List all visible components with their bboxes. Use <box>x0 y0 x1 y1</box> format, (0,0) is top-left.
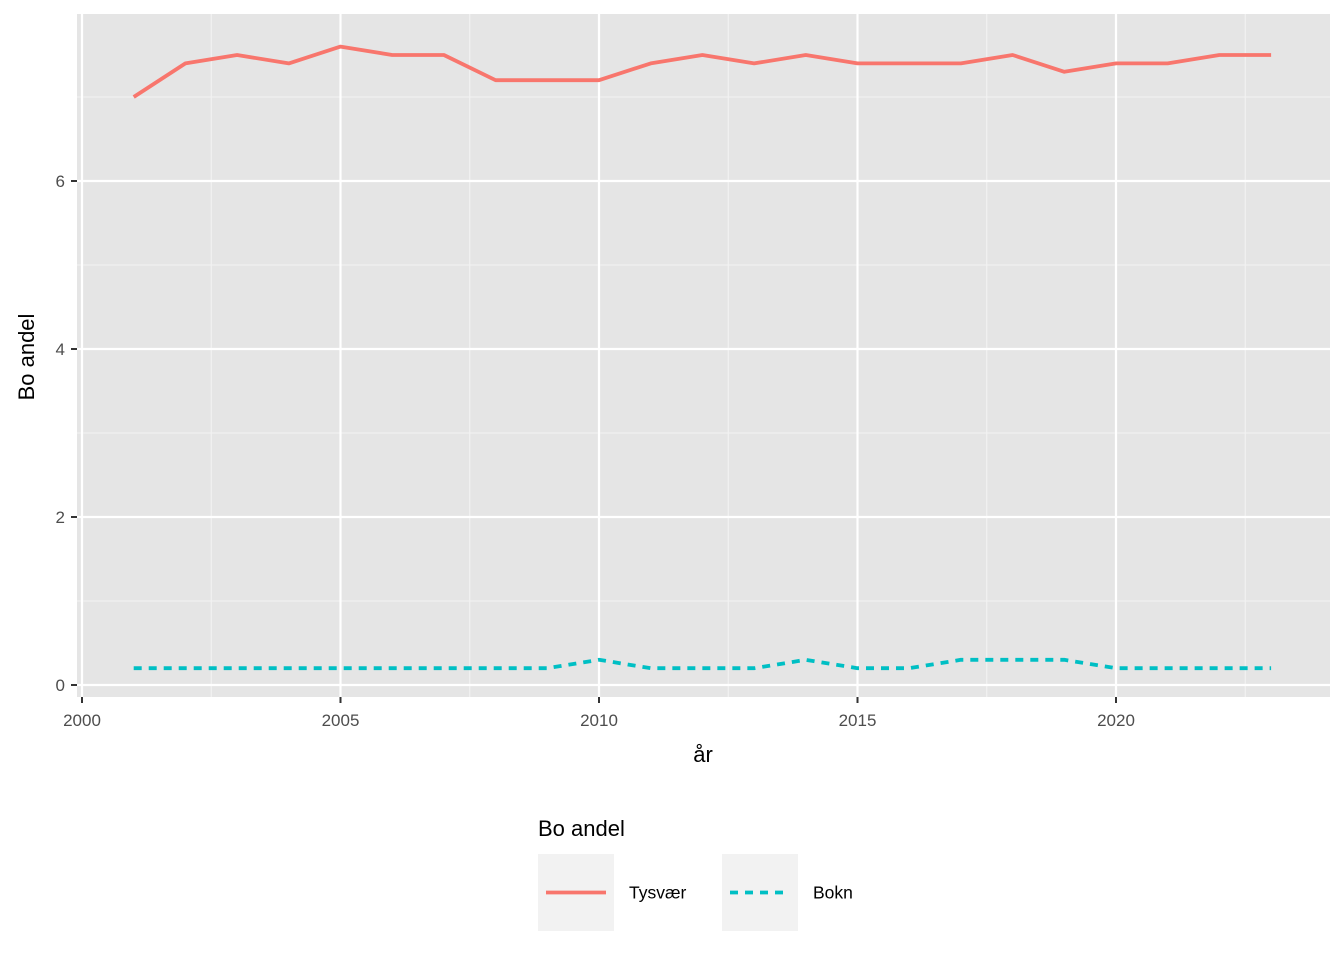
series-layer <box>132 44 1272 671</box>
x-axis-tick-labels: 2000 2005 2010 2015 2020 <box>63 711 1135 730</box>
x-tick-label: 2015 <box>839 711 877 730</box>
legend: Bo andel Tysvær Bokn <box>538 816 853 931</box>
legend-label: Bokn <box>813 883 853 903</box>
y-tick-label: 0 <box>56 676 65 695</box>
y-axis-title: Bo andel <box>14 314 39 401</box>
plot-panel <box>77 14 1330 697</box>
x-tick-label: 2020 <box>1097 711 1135 730</box>
series-line-tysv-r <box>132 44 1272 99</box>
x-tick-label: 2005 <box>322 711 360 730</box>
y-tick-label: 6 <box>56 172 65 191</box>
legend-items: Tysvær Bokn <box>538 854 853 931</box>
x-tick-label: 2000 <box>63 711 101 730</box>
y-axis-tick-labels: 0 2 4 6 <box>56 172 65 695</box>
minor-gridlines <box>77 14 1330 697</box>
major-gridlines <box>77 14 1330 697</box>
x-tick-label: 2010 <box>580 711 618 730</box>
x-axis-title: år <box>693 742 713 767</box>
legend-label: Tysvær <box>629 883 687 903</box>
y-tick-label: 2 <box>56 508 65 527</box>
series-line-bokn <box>133 657 1272 671</box>
y-tick-label: 4 <box>56 340 65 359</box>
legend-title: Bo andel <box>538 816 625 841</box>
axis-ticks <box>71 180 1117 703</box>
